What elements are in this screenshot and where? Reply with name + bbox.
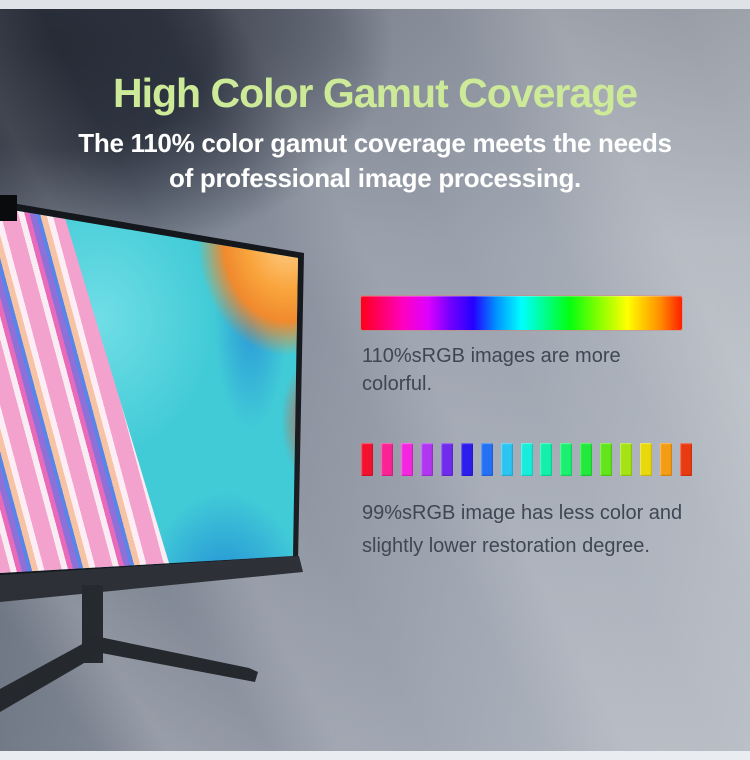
color-swatch [520, 443, 533, 476]
top-strip [0, 0, 750, 9]
color-swatch [580, 443, 593, 476]
srgb99-caption-line-1: 99%sRGB image has less color and [362, 502, 683, 524]
color-swatch [440, 443, 453, 476]
color-swatch [620, 443, 633, 476]
color-gamut-comparison: 110%sRGB images are more colorful. 99%sR… [361, 296, 692, 563]
color-swatch [600, 443, 613, 476]
color-swatch [680, 443, 692, 476]
header: High Color Gamut Coverage The 110% color… [0, 0, 750, 196]
bottom-strip [0, 751, 750, 760]
srgb110-spectrum-bar [361, 296, 682, 330]
color-swatch [640, 443, 653, 476]
color-swatch [460, 443, 473, 476]
page-subtitle: The 110% color gamut coverage meets the … [0, 126, 750, 196]
color-swatch [560, 443, 573, 476]
monitor [0, 195, 330, 760]
color-swatch [540, 443, 553, 476]
color-swatch [400, 443, 413, 476]
srgb99-swatch-row [361, 443, 692, 476]
color-swatch [660, 443, 673, 476]
page-title: High Color Gamut Coverage [112, 70, 638, 116]
color-swatch [500, 443, 513, 476]
subtitle-line-1: The 110% color gamut coverage meets the … [78, 128, 672, 158]
color-swatch [361, 443, 373, 476]
color-swatch [380, 443, 393, 476]
subtitle-line-2: of professional image processing. [169, 163, 581, 193]
srgb99-caption-line-2: slightly lower restoration degree. [362, 535, 650, 557]
srgb99-caption: 99%sRGB image has less color and slightly… [362, 497, 692, 563]
srgb110-caption: 110%sRGB images are more colorful. [362, 345, 621, 395]
monitor-stand-notch [0, 195, 17, 221]
color-swatch [480, 443, 493, 476]
color-swatch [420, 443, 433, 476]
monitor-screen [0, 208, 298, 573]
